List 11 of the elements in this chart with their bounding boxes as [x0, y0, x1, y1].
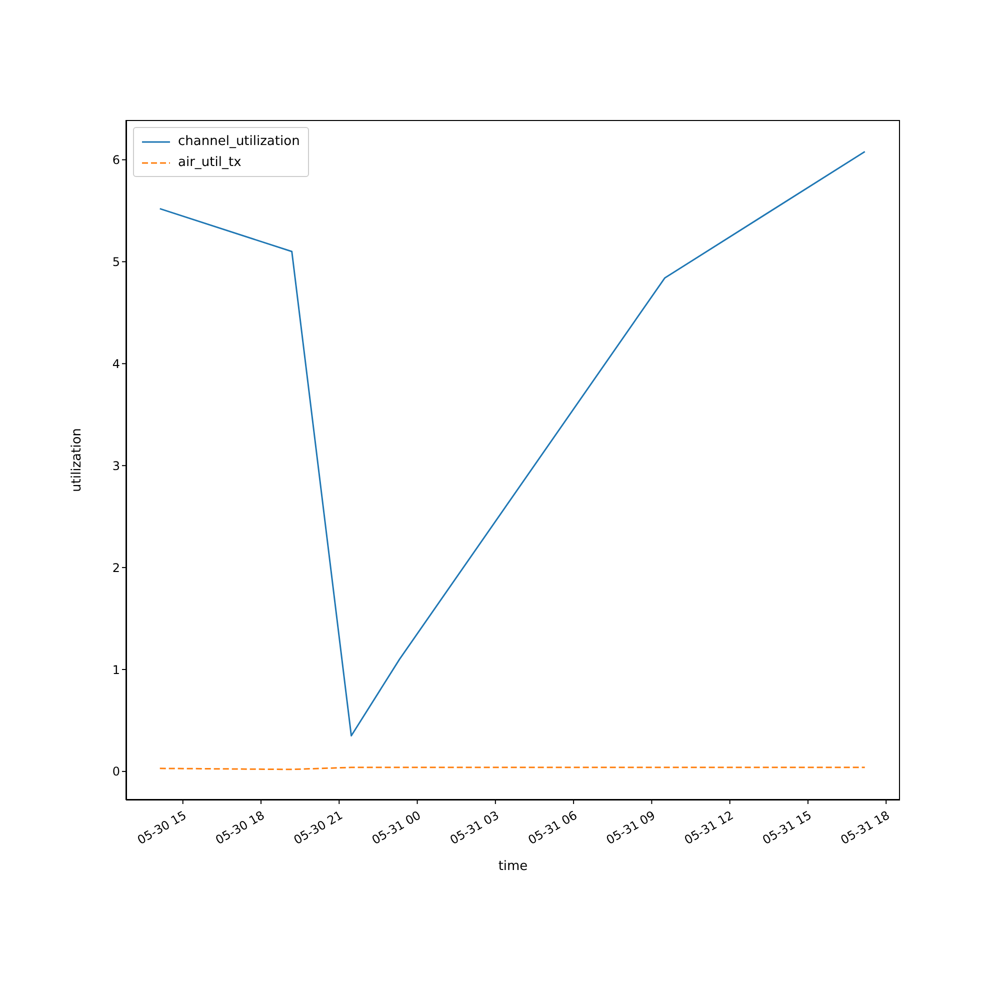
y-tick-label: 6: [112, 153, 120, 168]
y-tick-label: 2: [112, 560, 120, 575]
x-axis-title: time: [498, 859, 528, 874]
y-axis-title: utilization: [70, 428, 85, 492]
legend-label: channel_utilization: [178, 133, 300, 151]
y-tick-label: 0: [112, 764, 120, 779]
y-tick-label: 1: [112, 662, 120, 677]
legend-label: air_util_tx: [178, 154, 242, 172]
y-tick-label: 4: [112, 356, 120, 371]
y-tick-label: 3: [112, 458, 120, 473]
y-tick-label: 5: [112, 254, 120, 269]
